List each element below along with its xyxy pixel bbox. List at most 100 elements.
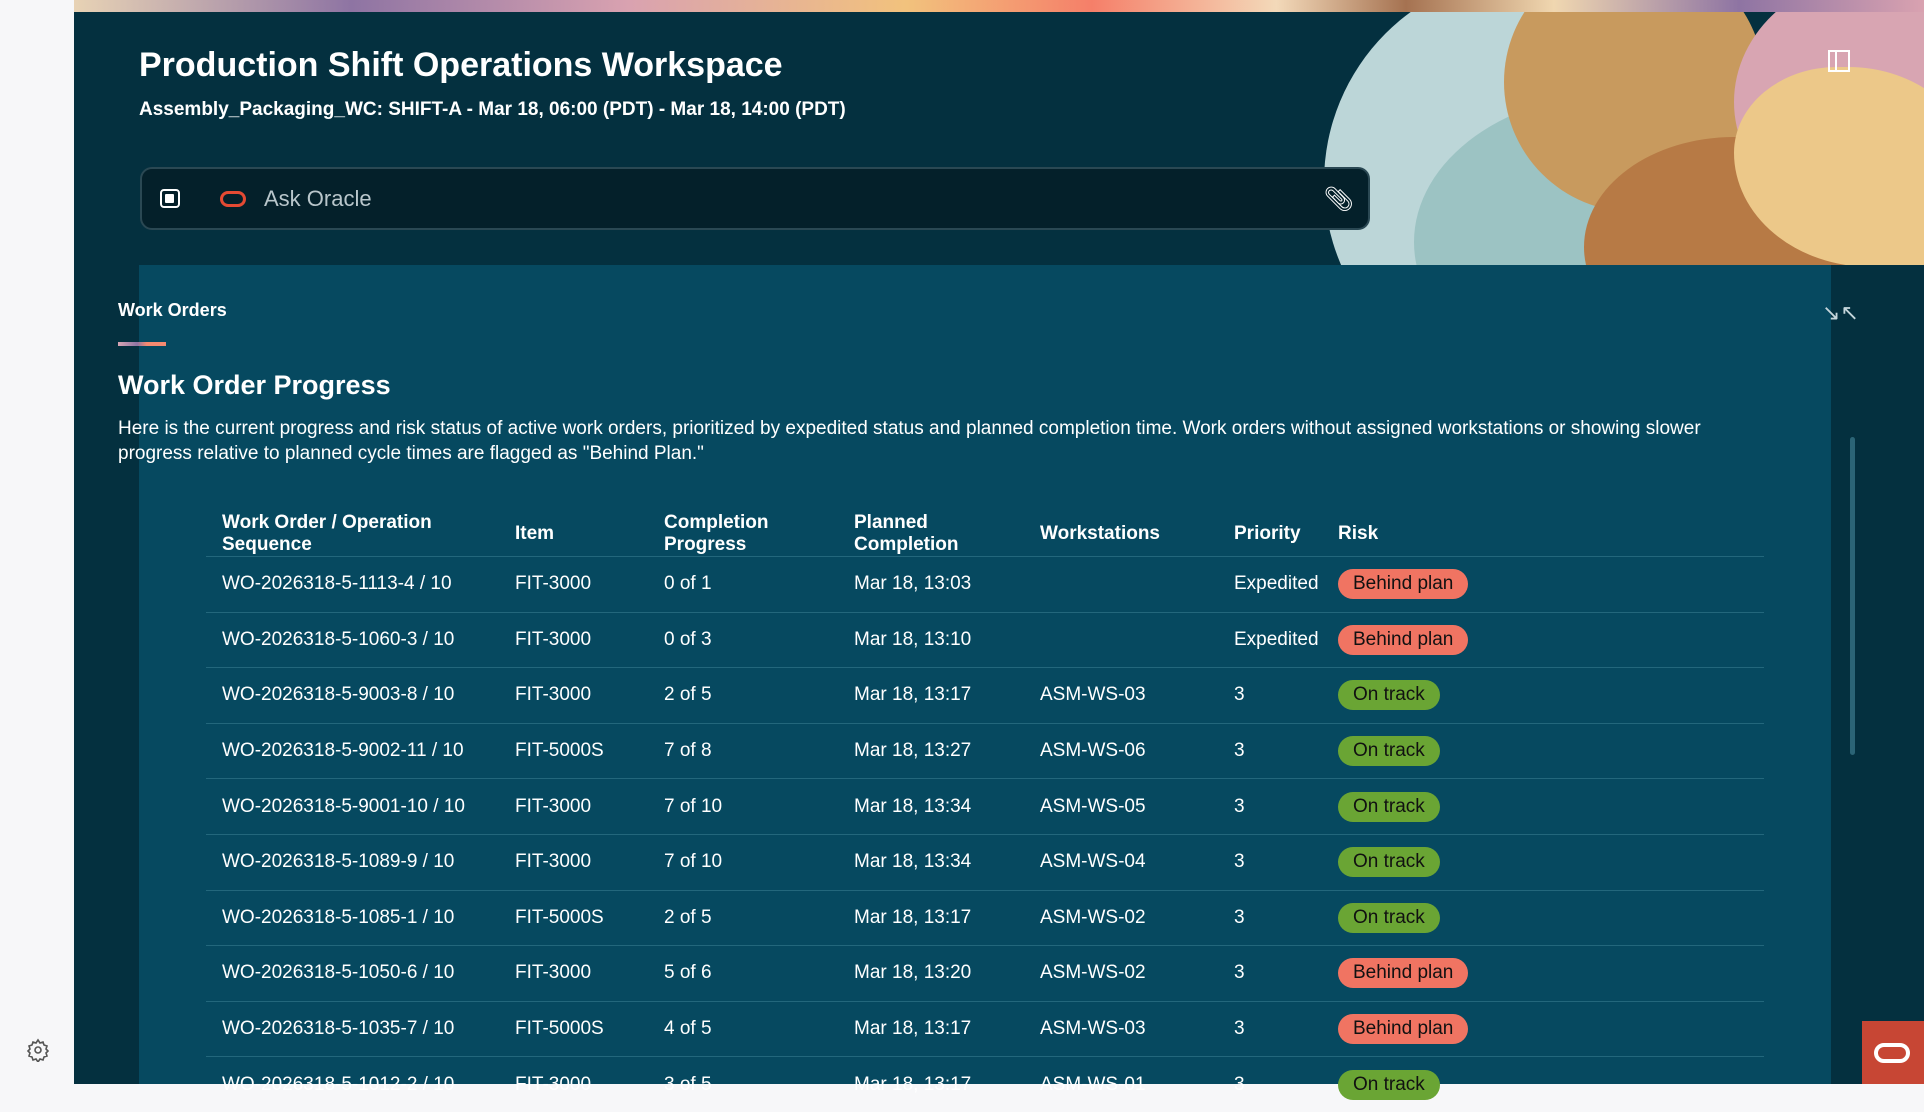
column-header[interactable]: Planned Completion: [854, 512, 959, 555]
table-cell: ASM-WS-02: [1024, 945, 1218, 1002]
column-header[interactable]: Priority: [1234, 523, 1301, 544]
table-cell: WO-2026318-5-1113-4 / 10: [206, 556, 499, 613]
scrollbar[interactable]: [1850, 437, 1855, 755]
table-cell: ASM-WS-04: [1024, 833, 1218, 891]
table-cell: Expedited: [1218, 611, 1322, 668]
table-cell: 7 of 10: [648, 778, 838, 835]
table-cell: 3: [1218, 833, 1322, 891]
paperclip-icon[interactable]: 📎︎: [1323, 186, 1354, 213]
table-cell: ASM-WS-06: [1024, 722, 1218, 779]
status-badge: Behind plan: [1338, 569, 1469, 600]
table-cell: ASM-WS-03: [1024, 1000, 1218, 1057]
table-cell: FIT-3000: [499, 945, 648, 1002]
column-header[interactable]: Item: [515, 523, 555, 544]
column-header[interactable]: Risk: [1338, 523, 1379, 544]
table-cell: 0 of 3: [648, 611, 838, 668]
table-cell: FIT-3000: [499, 667, 648, 724]
risk-cell: On track: [1322, 833, 1764, 891]
table-cell: WO-2026318-5-1012-2 / 10: [206, 1056, 499, 1112]
table-cell: Expedited: [1218, 556, 1322, 613]
left-rail: [0, 0, 74, 1084]
oracle-assistant-button[interactable]: [1862, 1021, 1924, 1084]
settings-gear-icon[interactable]: [26, 1038, 50, 1062]
column-header[interactable]: Workstations: [1040, 523, 1161, 544]
risk-cell: On track: [1322, 1056, 1764, 1112]
table-cell: Mar 18, 13:34: [838, 833, 1024, 891]
section-description: Here is the current progress and risk st…: [118, 418, 1701, 464]
table-cell: 3: [1218, 889, 1322, 946]
risk-cell: Behind plan: [1322, 1000, 1764, 1057]
table-cell: Mar 18, 13:03: [838, 556, 1024, 613]
status-badge: On track: [1338, 1069, 1440, 1100]
table-cell: Mar 18, 13:17: [838, 1000, 1024, 1057]
tab-work-orders[interactable]: Work Orders: [118, 300, 227, 320]
table-cell: FIT-3000: [499, 556, 648, 613]
column-header[interactable]: Completion Progress: [664, 512, 769, 555]
table-cell: 4 of 5: [648, 1000, 838, 1057]
oracle-logo-icon: [1874, 1043, 1910, 1063]
table-cell: Mar 18, 13:20: [838, 945, 1024, 1002]
table-cell: Mar 18, 13:17: [838, 889, 1024, 946]
table-cell: Mar 18, 13:17: [838, 1056, 1024, 1112]
status-badge: On track: [1338, 736, 1440, 767]
toggle-panel-icon[interactable]: [1828, 50, 1850, 72]
table-row[interactable]: WO-2026318-5-1050-6 / 10 FIT-3000 5 of 6 Ma…: [206, 945, 1764, 1002]
section-title: Work Order Progress: [118, 370, 391, 400]
risk-cell: Behind plan: [1322, 611, 1764, 668]
table-cell: 3 of 5: [648, 1056, 838, 1112]
decorative-banner: [74, 0, 1924, 12]
status-badge: On track: [1338, 847, 1440, 878]
table-cell: FIT-5000S: [499, 1000, 648, 1057]
risk-cell: On track: [1322, 778, 1764, 835]
table-cell: 2 of 5: [648, 667, 838, 724]
table-row[interactable]: WO-2026318-5-1089-9 / 10 FIT-3000 7 of 10 M…: [206, 833, 1764, 891]
table-cell: 3: [1218, 667, 1322, 724]
collapse-icon[interactable]: ↘↖: [1822, 300, 1859, 325]
table-row[interactable]: WO-2026318-5-9001-10 / 10 FIT-3000 7 of 10…: [206, 778, 1764, 835]
risk-cell: On track: [1322, 667, 1764, 724]
table-cell: 3: [1218, 1000, 1322, 1057]
table-row[interactable]: WO-2026318-5-9002-11 / 10 FIT-5000S 7 of 8…: [206, 722, 1764, 779]
table-row[interactable]: WO-2026318-5-1060-3 / 10 FIT-3000 0 of 3 Ma…: [206, 611, 1764, 668]
table-cell: ASM-WS-02: [1024, 889, 1218, 946]
table-cell: 2 of 5: [648, 889, 838, 946]
table-cell: WO-2026318-5-9001-10 / 10: [206, 778, 499, 835]
status-badge: Behind plan: [1338, 624, 1469, 655]
active-tab-indicator: [118, 342, 166, 346]
table-cell: WO-2026318-5-1035-7 / 10: [206, 1000, 499, 1057]
table-cell: ASM-WS-03: [1024, 667, 1218, 724]
risk-cell: On track: [1322, 722, 1764, 779]
table-row[interactable]: WO-2026318-5-9003-8 / 10 FIT-3000 2 of 5 Ma…: [206, 667, 1764, 724]
ask-oracle-input[interactable]: [264, 181, 1314, 217]
table-cell: WO-2026318-5-1060-3 / 10: [206, 611, 499, 668]
table-cell: WO-2026318-5-1085-1 / 10: [206, 889, 499, 946]
table-cell: 3: [1218, 778, 1322, 835]
oracle-logo-icon: [220, 191, 246, 207]
table-cell: 7 of 10: [648, 833, 838, 891]
risk-cell: Behind plan: [1322, 945, 1764, 1002]
table-cell: 3: [1218, 722, 1322, 779]
risk-cell: On track: [1322, 889, 1764, 946]
table-cell: FIT-5000S: [499, 889, 648, 946]
table-row[interactable]: WO-2026318-5-1012-2 / 10 FIT-3000 3 of 5 Ma…: [206, 1056, 1764, 1112]
sidebar-toggle-icon[interactable]: [160, 189, 180, 208]
table-cell: WO-2026318-5-9002-11 / 10: [206, 722, 499, 779]
table-row[interactable]: WO-2026318-5-1113-4 / 10 FIT-3000 0 of 1 Ma…: [206, 556, 1764, 613]
table-cell: [1024, 556, 1218, 613]
table-cell: 7 of 8: [648, 722, 838, 779]
table-cell: Mar 18, 13:10: [838, 611, 1024, 668]
column-header[interactable]: Work Order / Operation Sequence: [222, 512, 432, 555]
shift-subtitle: Assembly_Packaging_WC: SHIFT-A - Mar 18,…: [139, 99, 846, 120]
table-cell: [1024, 611, 1218, 668]
table-cell: 3: [1218, 945, 1322, 1002]
table-cell: WO-2026318-5-1089-9 / 10: [206, 833, 499, 891]
table-cell: Mar 18, 13:34: [838, 778, 1024, 835]
table-cell: FIT-3000: [499, 1056, 648, 1112]
table-cell: 0 of 1: [648, 556, 838, 613]
table-cell: ASM-WS-01: [1024, 1056, 1218, 1112]
decorative-artwork: [1174, 12, 1924, 265]
risk-cell: Behind plan: [1322, 556, 1764, 613]
ask-oracle-bar: 📎︎: [140, 167, 1370, 230]
